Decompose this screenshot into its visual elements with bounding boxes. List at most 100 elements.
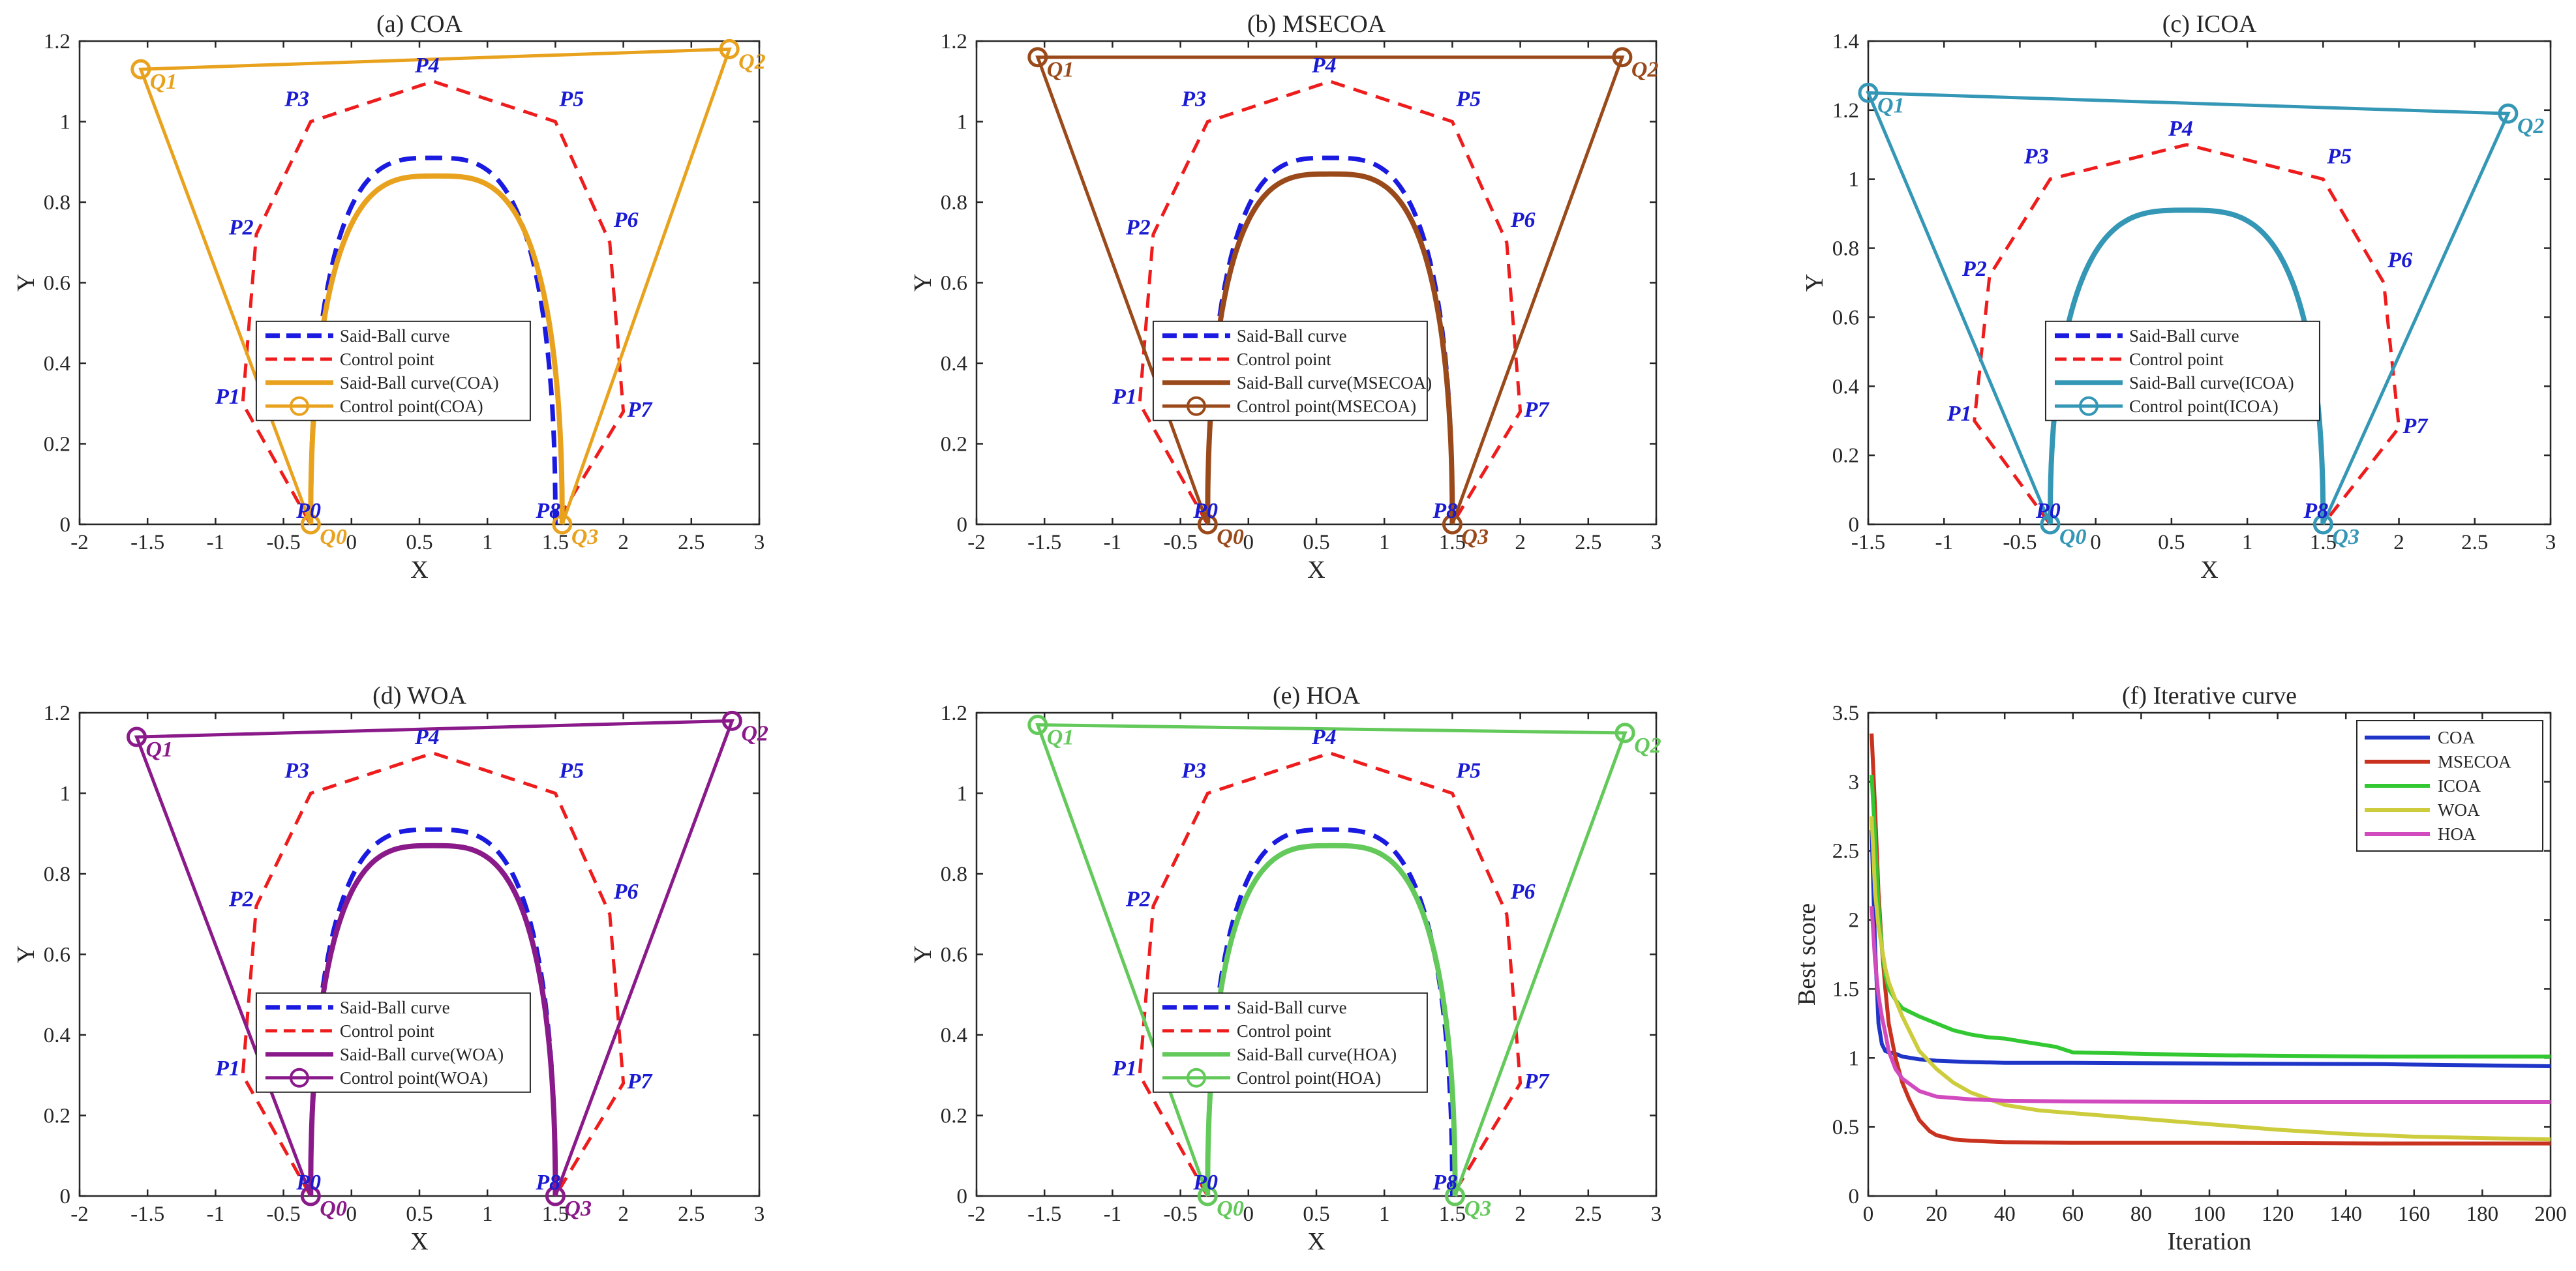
x-axis-label: X — [410, 556, 428, 584]
optimized-control-polygon — [1035, 55, 1625, 525]
y-tick-label: 0.8 — [941, 863, 967, 886]
x-axis-label: Iteration — [2168, 1228, 2252, 1255]
control-point-label: P4 — [414, 725, 440, 749]
control-point-label: P3 — [1181, 759, 1206, 783]
optimized-control-point — [545, 1186, 566, 1206]
y-tick-label: 0.4 — [1832, 375, 1859, 398]
legend-label: Control point(HOA) — [1237, 1068, 1381, 1088]
panel-title: (e) HOA — [1273, 682, 1361, 710]
y-tick-label: 1.2 — [941, 702, 967, 725]
y-tick-label: 1.2 — [941, 30, 967, 53]
control-point-label: P1 — [1112, 385, 1137, 409]
x-tick-label: -1 — [1104, 1203, 1122, 1226]
control-point-label: P0 — [2035, 499, 2061, 523]
x-tick-label: 120 — [2262, 1203, 2294, 1226]
y-tick-label: 0.6 — [941, 944, 967, 967]
legend-label: Control point(WOA) — [340, 1068, 488, 1088]
legend-label: Said-Ball curve(HOA) — [1237, 1045, 1397, 1064]
y-tick-label: 2 — [1849, 909, 1860, 933]
x-tick-label: 1 — [1379, 1203, 1390, 1226]
optimized-point-label: Q3 — [2332, 525, 2359, 549]
x-tick-label: 0 — [1243, 531, 1254, 554]
control-point-label: P5 — [2326, 145, 2352, 169]
optimized-point-label: Q1 — [150, 70, 177, 94]
control-point-label: P1 — [1112, 1056, 1137, 1081]
control-point-label: P2 — [1125, 215, 1151, 239]
y-tick-label: 1.2 — [44, 702, 70, 725]
control-point-label: P8 — [1432, 499, 1457, 523]
y-axis-label: Y — [909, 274, 937, 292]
y-tick-label: 0.6 — [941, 272, 967, 295]
x-tick-label: 0.5 — [406, 1203, 432, 1226]
y-tick-label: 1.2 — [44, 30, 70, 53]
optimized-point-label: Q0 — [320, 525, 347, 549]
legend-label: HOA — [2438, 824, 2476, 844]
y-tick-label: 1 — [60, 111, 71, 134]
x-tick-label: 0.5 — [1303, 531, 1329, 554]
y-tick-label: 0.4 — [44, 1024, 70, 1047]
y-tick-label: 0.6 — [44, 944, 70, 967]
x-tick-label: -2 — [70, 1203, 89, 1226]
legend-box — [1152, 992, 1428, 1093]
plot-frame — [975, 40, 1658, 526]
x-tick-label: 1 — [482, 531, 493, 554]
legend-label: Said-Ball curve(COA) — [340, 373, 499, 393]
optimized-control-point — [1027, 47, 1048, 68]
x-tick-label: 180 — [2466, 1203, 2499, 1226]
plot-frame — [975, 711, 1658, 1197]
y-tick-label: 1 — [957, 783, 968, 806]
y-tick-label: 0.6 — [44, 272, 70, 295]
control-point-label: P2 — [1962, 257, 1987, 281]
x-tick-label: 1 — [482, 1203, 493, 1226]
legend-label: ICOA — [2438, 776, 2481, 796]
control-point-label: P7 — [2402, 414, 2429, 438]
y-tick-label: 1 — [1849, 1047, 1860, 1070]
y-tick-label: 0.8 — [44, 191, 70, 215]
optimized-control-point — [721, 710, 742, 731]
y-axis-label: Y — [909, 946, 937, 963]
legend-label: Control point — [2129, 350, 2224, 369]
y-tick-label: 0.6 — [1832, 306, 1859, 329]
optimized-point-label: Q3 — [1464, 1197, 1492, 1221]
control-point-label: P0 — [1192, 1171, 1218, 1195]
control-point-label: P2 — [228, 215, 254, 239]
control-point-label: P6 — [1510, 208, 1536, 232]
optimized-control-point — [1442, 514, 1462, 535]
control-point-label: P6 — [613, 208, 639, 232]
legend-box — [2044, 320, 2320, 421]
x-tick-label: 2 — [1515, 531, 1526, 554]
control-point-label: P6 — [613, 880, 639, 904]
x-axis-label: X — [1307, 1228, 1325, 1255]
x-tick-label: 2 — [1515, 1203, 1526, 1226]
panel-title: (d) WOA — [372, 682, 466, 710]
legend-label: Said-Ball curve — [1237, 326, 1347, 346]
x-tick-label: -1.5 — [130, 1203, 164, 1226]
control-point-label: P7 — [1524, 1069, 1551, 1094]
control-point-label: P6 — [1510, 880, 1536, 904]
x-tick-label: -1 — [1104, 531, 1122, 554]
legend-label: Said-Ball curve — [340, 998, 450, 1017]
legend-label: Control point — [1237, 350, 1331, 369]
y-tick-label: 1 — [60, 783, 71, 806]
x-tick-label: -0.5 — [2003, 531, 2037, 554]
x-tick-label: 2 — [618, 1203, 629, 1226]
x-tick-label: 0 — [1243, 1203, 1254, 1226]
optimized-control-point — [1027, 715, 1048, 736]
x-tick-label: 2.5 — [2461, 531, 2488, 554]
legend: COA MSECOA ICOA WOA HOA — [2356, 720, 2543, 852]
control-polygon — [241, 751, 626, 1197]
legend: Said-Ball curve Control point Said-Ball cu… — [1152, 992, 1428, 1093]
optimized-control-point — [130, 59, 151, 80]
optimized-control-point — [552, 514, 573, 535]
control-point-label: P4 — [414, 53, 440, 78]
x-tick-label: 1 — [2242, 531, 2253, 554]
legend-label: Control point(MSECOA) — [1237, 396, 1416, 416]
optimized-control-polygon — [1866, 91, 2511, 526]
control-point-label: P5 — [1455, 87, 1481, 112]
optimized-point-label: Q2 — [1631, 58, 1659, 82]
control-point-label: P1 — [215, 385, 240, 409]
x-tick-label: 0.5 — [406, 531, 432, 554]
y-tick-label: 0.2 — [44, 433, 70, 456]
y-tick-label: 1 — [1849, 168, 1860, 192]
